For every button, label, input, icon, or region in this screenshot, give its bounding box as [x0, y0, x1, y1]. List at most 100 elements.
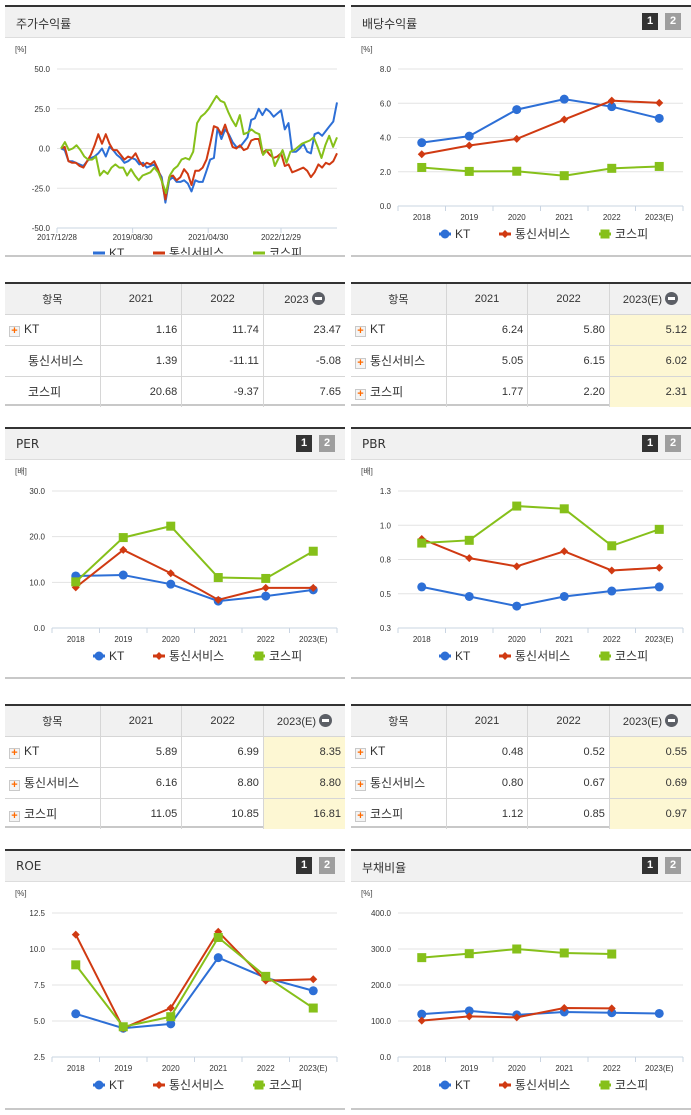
table-row: + 코스피 1.12 0.85 0.97: [351, 798, 691, 829]
x-tick-label: 2022: [257, 635, 275, 644]
series-square: [417, 161, 664, 181]
x-tick-label: 2018: [67, 635, 85, 644]
page-2-button[interactable]: 2: [319, 857, 335, 874]
page-2-button[interactable]: 2: [319, 435, 335, 452]
expand-plus-icon[interactable]: +: [9, 811, 20, 823]
page-2-button[interactable]: 2: [665, 435, 681, 452]
legend-item[interactable]: 통신서비스: [499, 227, 570, 241]
legend-item[interactable]: 통신서비스: [153, 649, 224, 663]
svg-text:KT: KT: [109, 246, 125, 255]
page-1-button[interactable]: 1: [642, 435, 658, 452]
diamond-marker-icon: [166, 1004, 175, 1013]
square-marker-icon: [261, 971, 271, 981]
legend-item[interactable]: 코스피: [599, 227, 648, 241]
series-line: [60, 102, 338, 204]
x-tick-label: 2019: [114, 1064, 132, 1073]
diamond-marker-icon: [261, 583, 270, 592]
y-tick-label: 12.5: [29, 909, 45, 918]
legend-item[interactable]: 통신서비스: [153, 246, 224, 255]
legend-item[interactable]: KT: [93, 649, 125, 663]
circle-marker-icon: [308, 986, 318, 996]
series-diamond: [417, 96, 664, 159]
table-cell: 0.97: [608, 798, 691, 829]
y-tick-label: 6.0: [380, 99, 392, 108]
legend-item[interactable]: 코스피: [253, 1078, 302, 1092]
legend-item[interactable]: 통신서비스: [499, 1078, 570, 1092]
page-2-button[interactable]: 2: [665, 857, 681, 874]
x-tick-label: 2021: [209, 1064, 227, 1073]
table-header-row: 항목 2021 2022 2023(E): [351, 706, 691, 737]
circle-marker-icon: [440, 229, 450, 239]
expand-plus-icon[interactable]: +: [9, 780, 20, 791]
y-unit-label: [%]: [15, 889, 27, 898]
row-label: + KT: [5, 736, 101, 768]
legend-item[interactable]: KT: [439, 227, 471, 241]
svg-text:KT: KT: [109, 649, 125, 663]
diamond-marker-icon: [512, 1013, 521, 1022]
series-line: [421, 98, 660, 144]
page-1-button[interactable]: 1: [296, 857, 312, 874]
table-row: + 코스피 11.05 10.85 16.81: [5, 798, 345, 829]
square-marker-icon: [512, 944, 522, 954]
legend-item[interactable]: 코스피: [253, 246, 302, 255]
legend-item[interactable]: 통신서비스: [153, 1078, 224, 1092]
expand-plus-icon[interactable]: +: [355, 811, 366, 823]
table-cell: 0.67: [527, 767, 610, 799]
y-tick-label: 0.3: [380, 624, 392, 633]
series-diamond: [417, 1004, 616, 1025]
table-cell: 20.68: [99, 376, 182, 407]
legend-item[interactable]: KT: [439, 649, 471, 663]
collapse-icon[interactable]: [319, 713, 332, 727]
collapse-icon[interactable]: [311, 291, 325, 305]
expand-plus-icon[interactable]: +: [355, 389, 366, 401]
page-1-button[interactable]: 1: [642, 857, 658, 874]
table-header-cell: 2021: [99, 706, 182, 737]
expand-plus-icon[interactable]: +: [355, 358, 366, 369]
stock-return-title: 주가수익률: [16, 17, 72, 31]
x-tick-label: 2022: [603, 1064, 621, 1073]
x-tick-label: 2022: [257, 1064, 275, 1073]
svg-text:통신서비스: 통신서비스: [169, 246, 224, 255]
legend-item[interactable]: 코스피: [599, 1078, 648, 1092]
series-diamond: [417, 534, 664, 575]
circle-marker-icon: [166, 579, 176, 589]
pbr-table-panel: 항목 2021 2022 2023(E) + KT 0.48 0.52 0.55 + 통신서비스 0.…: [351, 704, 691, 829]
series-circle: [417, 94, 664, 148]
table-row: + KT 5.89 6.99 8.35: [5, 736, 345, 768]
debt-panel: 부채비율 1 2 [%] 400.0 300.0 200.0 100.0 0.0 2018 2…: [351, 849, 691, 1110]
series-diamond: [71, 927, 318, 1033]
collapse-icon[interactable]: [665, 291, 678, 305]
y-tick-label: 100.0: [371, 1017, 392, 1026]
page-1-button[interactable]: 1: [296, 435, 312, 452]
expand-plus-icon[interactable]: +: [355, 780, 366, 791]
x-tick-label: 2022/12/29: [261, 233, 302, 242]
legend-item[interactable]: 코스피: [599, 649, 648, 663]
expand-plus-icon[interactable]: +: [355, 748, 366, 759]
legend-item[interactable]: KT: [439, 1078, 471, 1092]
expand-plus-icon[interactable]: +: [9, 326, 20, 337]
table-cell: 6.99: [181, 736, 264, 768]
collapse-icon[interactable]: [665, 713, 678, 727]
square-marker-icon: [118, 1022, 128, 1032]
series-line: [421, 505, 660, 547]
page-1-button[interactable]: 1: [642, 13, 658, 30]
legend-item[interactable]: 코스피: [253, 649, 302, 663]
table-header-cell: 2022: [527, 284, 610, 315]
y-tick-label: 400.0: [371, 909, 392, 918]
legend-item[interactable]: 통신서비스: [499, 649, 570, 663]
legend-item[interactable]: KT: [93, 246, 125, 255]
pbr-chart: [배] 1.3 1.0 0.8 0.5 0.3 2018 2019 2020 2021 2022 20…: [361, 467, 684, 663]
legend-item[interactable]: KT: [93, 1078, 125, 1092]
expand-plus-icon[interactable]: +: [9, 748, 20, 759]
svg-text:코스피: 코스피: [615, 227, 648, 241]
page-2-button[interactable]: 2: [665, 13, 681, 30]
row-label: 코스피: [28, 385, 62, 400]
row-label: + 통신서비스: [351, 767, 447, 799]
svg-text:통신서비스: 통신서비스: [515, 1078, 570, 1092]
expand-plus-icon[interactable]: +: [355, 326, 366, 337]
table-cell: -11.11: [181, 345, 264, 377]
square-marker-icon: [464, 166, 474, 176]
svg-text:KT: KT: [455, 227, 471, 241]
table-cell: 23.47: [262, 314, 345, 346]
